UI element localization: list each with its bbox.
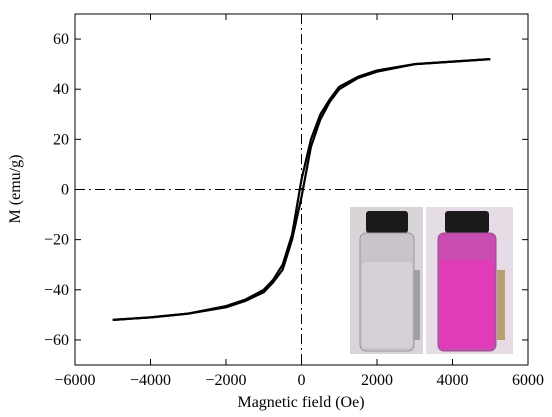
y-tick-label: −60	[44, 332, 69, 349]
y-tick-label: 40	[53, 81, 69, 98]
data-line	[112, 58, 491, 321]
x-tick-label: −2000	[205, 372, 246, 389]
y-tick-label: 20	[53, 131, 69, 148]
x-tick-label: 0	[298, 372, 306, 389]
y-tick-label: 0	[61, 182, 69, 199]
x-tick-label: 2000	[361, 372, 393, 389]
y-axis-title: M (emu/g)	[7, 155, 24, 224]
y-tick-label: −20	[44, 232, 69, 249]
x-tick-label: −6000	[54, 372, 95, 389]
x-axis-title: Magnetic field (Oe)	[237, 394, 364, 411]
x-tick-label: 4000	[437, 372, 469, 389]
y-tick-label: −40	[44, 282, 69, 299]
x-tick-label: −4000	[130, 372, 171, 389]
data-line	[112, 58, 491, 321]
y-tick-label: 60	[53, 31, 69, 48]
inset-photo	[350, 207, 513, 354]
x-tick-label: 6000	[512, 372, 544, 389]
